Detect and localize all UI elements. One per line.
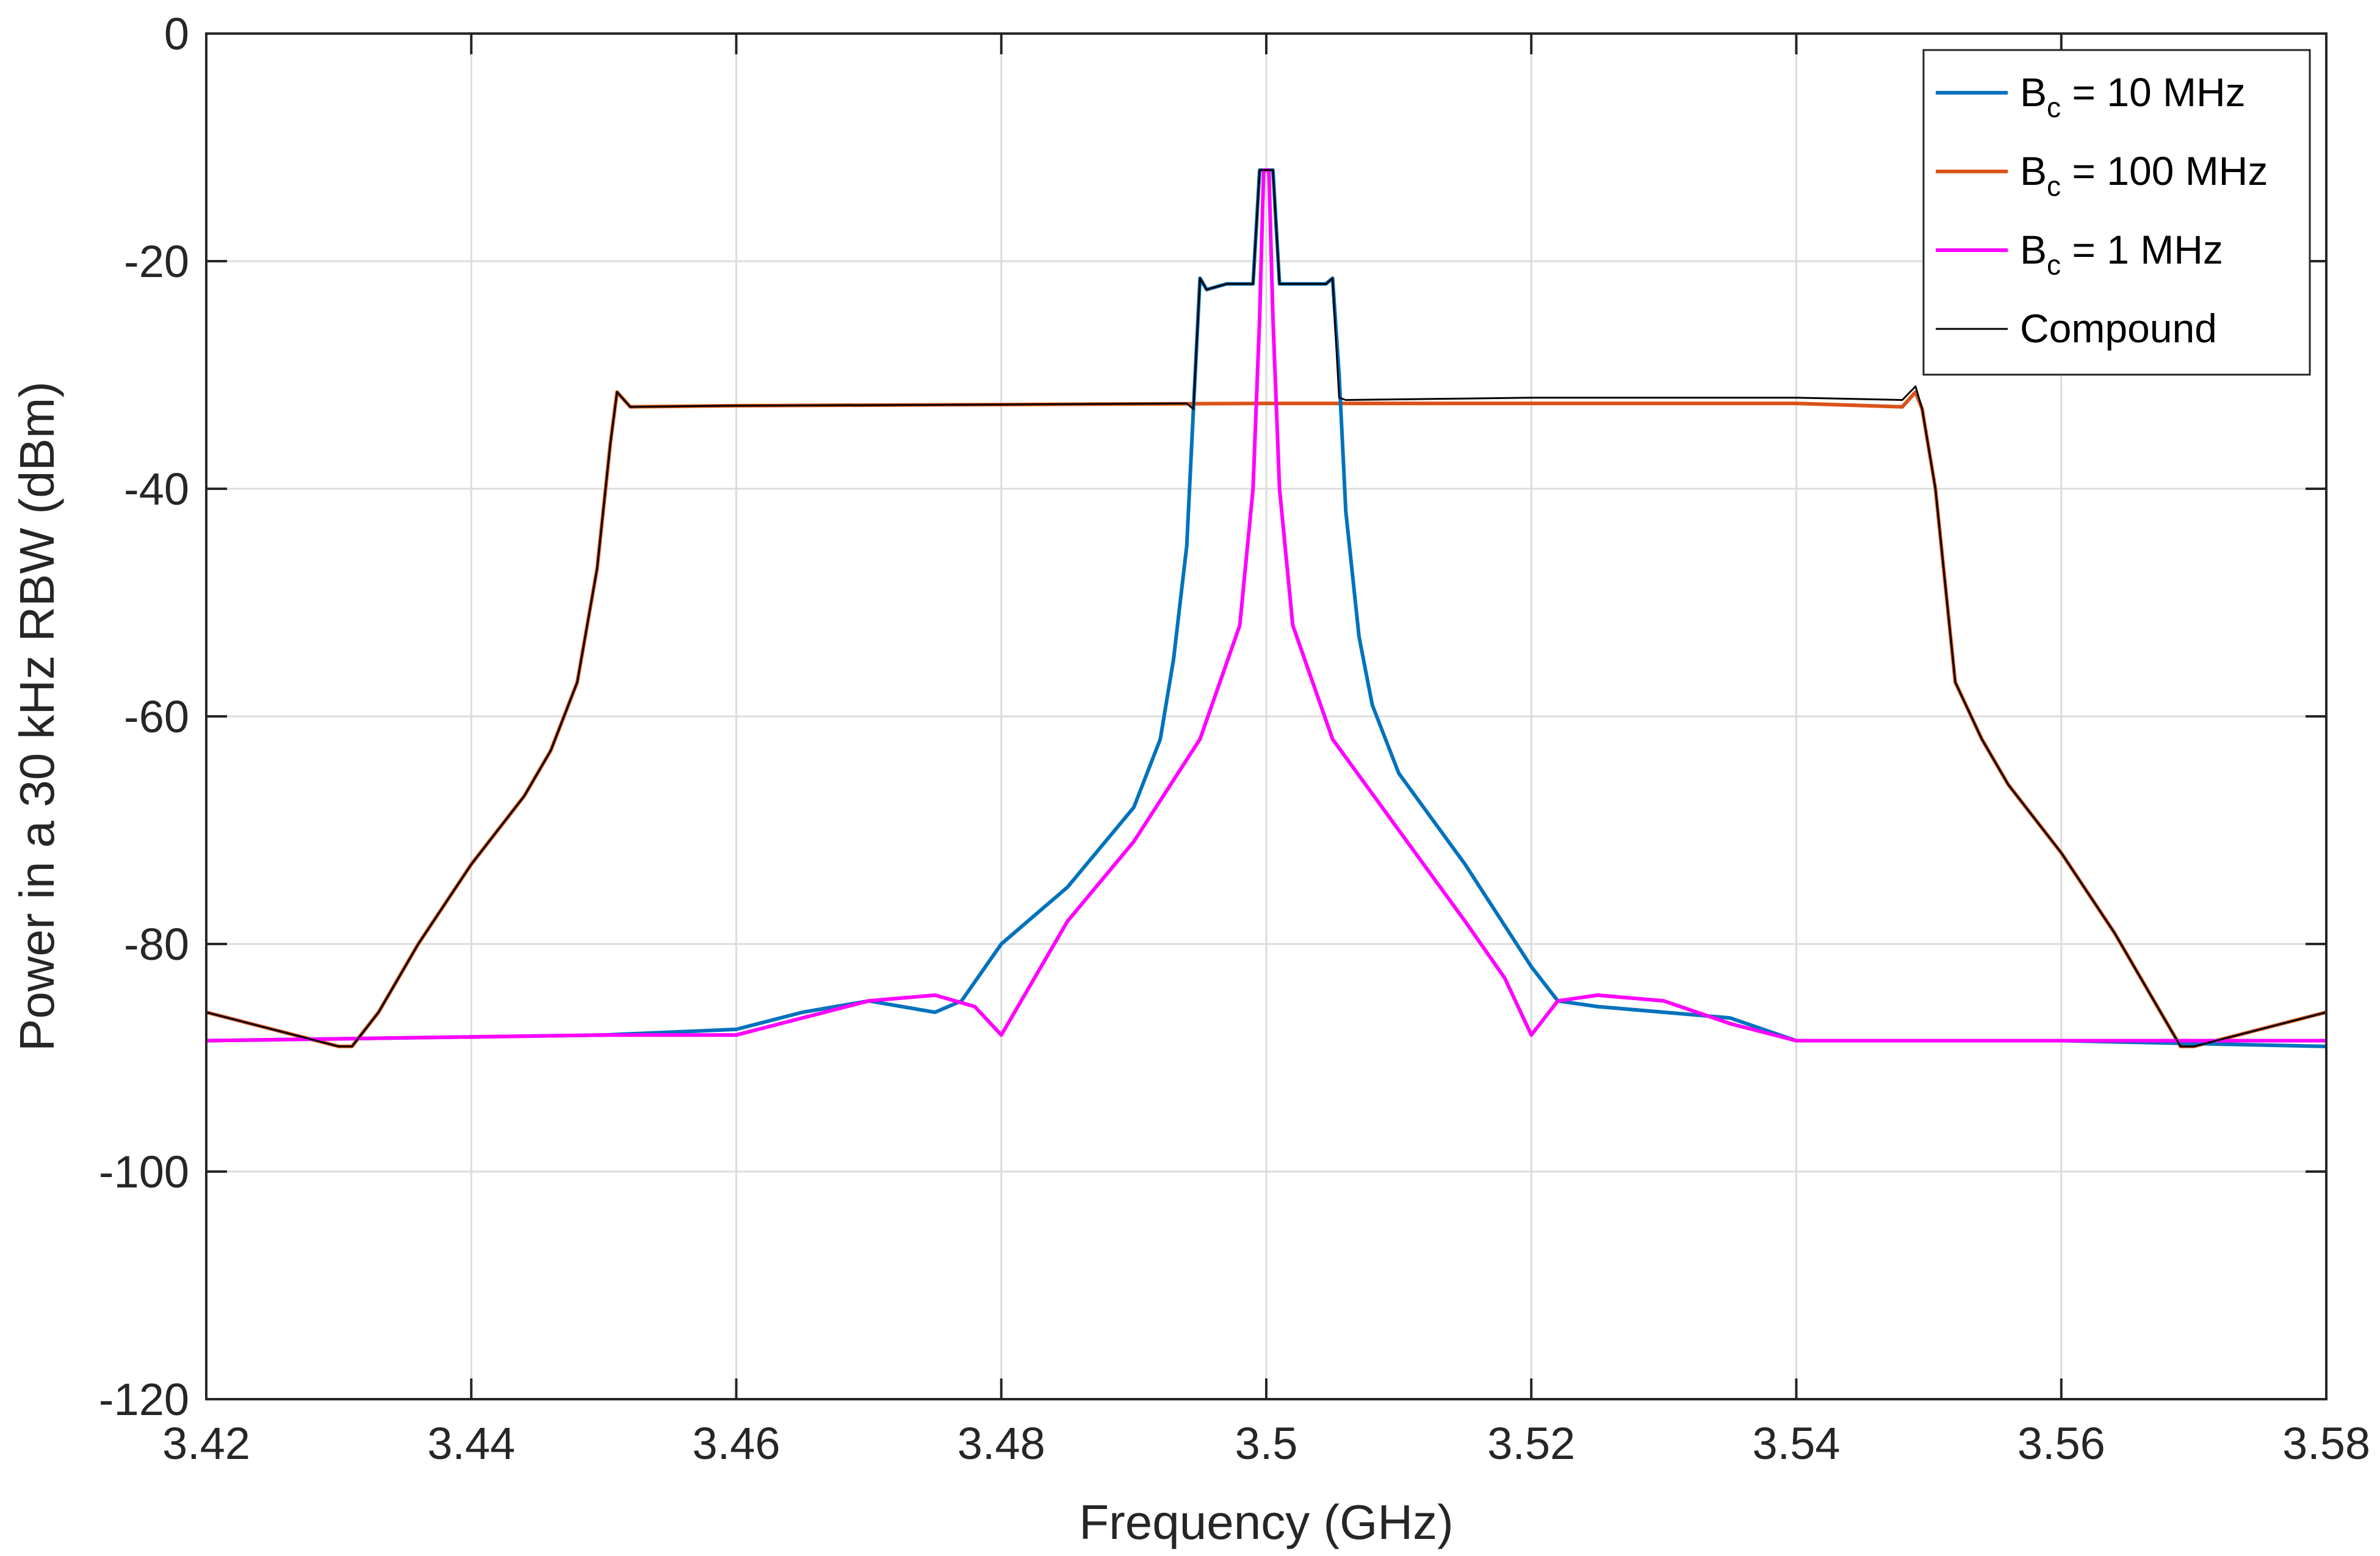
y-tick-label: -40 — [124, 464, 189, 514]
y-tick-label: -120 — [99, 1374, 189, 1425]
series-line-3 — [206, 169, 2326, 1048]
legend-entry: Bc = 100 MHz — [2020, 148, 2268, 202]
y-axis-ticks: 0 -20 -40 -60 -80 -100 -120 — [99, 9, 2326, 1425]
legend-entry-subscript: c — [2047, 170, 2061, 202]
legend-entry: Bc = 1 MHz — [2020, 227, 2223, 281]
x-tick-label: 3.54 — [1752, 1418, 1840, 1469]
legend-entry-main: B — [2020, 227, 2047, 272]
x-tick-label: 3.46 — [692, 1418, 780, 1469]
y-tick-label: -100 — [99, 1147, 189, 1197]
x-tick-label: 3.48 — [957, 1418, 1045, 1469]
x-tick-label: 3.56 — [2018, 1418, 2105, 1469]
x-tick-label: 3.52 — [1487, 1418, 1575, 1469]
y-tick-label: -80 — [124, 919, 189, 970]
legend-entry: Bc = 10 MHz — [2020, 70, 2246, 123]
y-tick-label: 0 — [164, 9, 189, 59]
x-axis-label: Frequency (GHz) — [1079, 1495, 1453, 1549]
legend-box — [1922, 49, 2311, 376]
y-tick-label: -60 — [124, 691, 189, 742]
x-tick-label: 3.42 — [162, 1418, 250, 1469]
legend-entry-main: B — [2020, 70, 2047, 115]
x-axis-ticks: 3.42 3.44 3.46 3.48 3.5 3.52 3.54 3.56 3.58 — [162, 34, 2370, 1469]
y-tick-label: -20 — [124, 236, 189, 287]
x-tick-label: 3.5 — [1235, 1418, 1298, 1469]
x-tick-label: 3.58 — [2282, 1418, 2370, 1469]
x-tick-label: 3.44 — [427, 1418, 515, 1469]
legend-entry: Compound — [2020, 306, 2217, 351]
legend-entry-main: B — [2020, 148, 2047, 193]
legend-entry-main: Compound — [2020, 306, 2217, 351]
legend-entry-rest: = 100 MHz — [2061, 148, 2268, 193]
legend-entry-subscript: c — [2047, 92, 2061, 123]
y-axis-label: Power in a 30 kHz RBW (dBm) — [10, 381, 64, 1051]
series-layer — [206, 168, 2326, 1048]
legend-entry-subscript: c — [2047, 249, 2061, 281]
legend-entry-rest: = 1 MHz — [2061, 227, 2223, 272]
legend-entry-rest: = 10 MHz — [2061, 70, 2246, 115]
